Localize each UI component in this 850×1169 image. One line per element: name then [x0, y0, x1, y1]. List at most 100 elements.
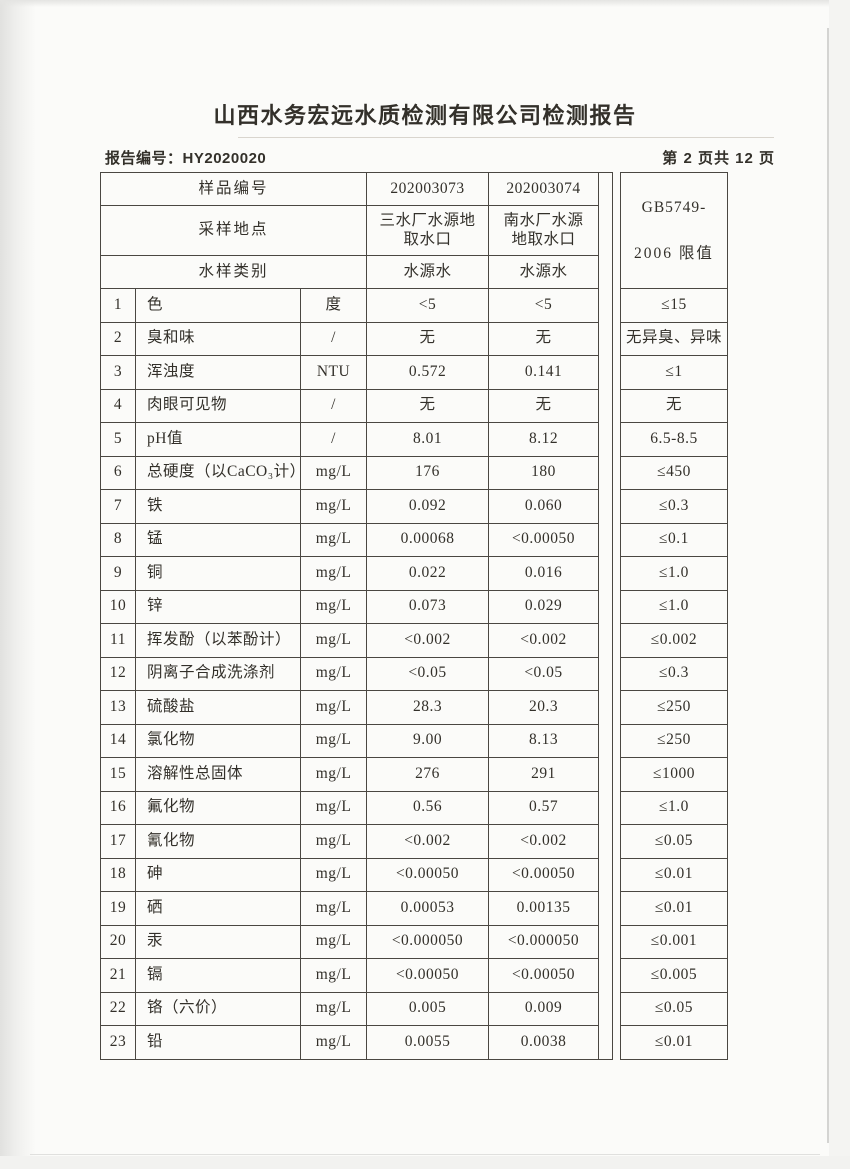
limit-row: ≤1.0 [620, 556, 728, 591]
sample1-value-cell: <0.000050 [366, 924, 489, 959]
limit-row: ≤0.001 [620, 924, 728, 959]
item-name-cell: 铜 [135, 556, 301, 591]
row-number-cell: 5 [100, 422, 136, 457]
table-row: 23 铅 mg/L 0.0055 0.0038 [100, 1025, 613, 1060]
sample2-value-cell: 无 [488, 321, 599, 356]
sample1-value-cell: 9.00 [366, 723, 489, 758]
report-number-label: 报告编号： [105, 150, 183, 167]
limit-row: 6.5-8.5 [620, 422, 728, 457]
item-name-cell: 臭和味 [135, 321, 301, 356]
item-name-cell: 铬（六价） [135, 991, 301, 1026]
limit-table-body: GB5749- 2006 限值 ≤15 无异臭、异味 ≤1 无 6.5-8.5 ≤450 ≤… [620, 172, 728, 1060]
item-name-cell: 溶解性总固体 [135, 757, 301, 792]
limit-row: ≤0.3 [620, 489, 728, 524]
meta-row: 采样地点 三水厂水源地取水口 南水厂水源地取水口 [100, 205, 613, 256]
limit-value-cell: ≤1 [620, 355, 728, 390]
sample1-value-cell: 276 [366, 757, 489, 792]
sample1-value-cell: 0.005 [366, 991, 489, 1026]
table-row: 22 铬（六价） mg/L 0.005 0.009 [100, 991, 613, 1026]
row-number-cell: 8 [100, 522, 136, 557]
sample1-value-cell: 176 [366, 455, 489, 490]
unit-cell: mg/L [300, 623, 367, 658]
limit-value-cell: 无异臭、异味 [620, 321, 728, 356]
table-row: 18 砷 mg/L <0.00050 <0.00050 [100, 857, 613, 892]
sample2-value-cell: 无 [488, 388, 599, 423]
limit-row: ≤1 [620, 355, 728, 390]
unit-cell: mg/L [300, 924, 367, 959]
sample2-value-cell: 8.12 [488, 422, 599, 457]
limit-row: ≤0.002 [620, 623, 728, 658]
table-row: 14 氯化物 mg/L 9.00 8.13 [100, 723, 613, 758]
row-number-cell: 21 [100, 958, 136, 993]
sample2-value-cell: <5 [488, 288, 599, 323]
paper-right-margin [829, 0, 850, 1169]
limit-row: ≤0.3 [620, 656, 728, 691]
unit-cell: NTU [300, 355, 367, 390]
sample2-value-cell: <0.05 [488, 656, 599, 691]
row-number-cell: 22 [100, 991, 136, 1026]
row-number-cell: 19 [100, 891, 136, 926]
unit-cell: / [300, 388, 367, 423]
item-name-cell: 锌 [135, 589, 301, 624]
sample2-value-cell: 0.57 [488, 790, 599, 825]
unit-cell: mg/L [300, 489, 367, 524]
sample1-value-cell: <5 [366, 288, 489, 323]
limit-row: ≤1000 [620, 757, 728, 792]
row-number-cell: 6 [100, 455, 136, 490]
limit-value-cell: ≤0.05 [620, 824, 728, 859]
sample2-value-cell: 0.060 [488, 489, 599, 524]
sample1-value-cell: 0.00053 [366, 891, 489, 926]
meta-value-sample1: 202003073 [366, 172, 489, 206]
item-name-cell: 锰 [135, 522, 301, 557]
limit-value-cell: ≤1.0 [620, 589, 728, 624]
sample1-value-cell: 0.022 [366, 556, 489, 591]
sample2-value-cell: <0.000050 [488, 924, 599, 959]
row-number-cell: 17 [100, 824, 136, 859]
limit-row: ≤0.01 [620, 857, 728, 892]
item-name-cell: 阴离子合成洗涤剂 [135, 656, 301, 691]
table-row: 7 铁 mg/L 0.092 0.060 [100, 489, 613, 524]
limit-row: ≤450 [620, 455, 728, 490]
limit-value-cell: ≤0.1 [620, 522, 728, 557]
sample2-value-cell: 8.13 [488, 723, 599, 758]
unit-cell: mg/L [300, 757, 367, 792]
unit-cell: mg/L [300, 589, 367, 624]
row-number-cell: 2 [100, 321, 136, 356]
sample1-value-cell: 28.3 [366, 690, 489, 725]
paper-right-edge [827, 28, 829, 1143]
limit-row: ≤0.05 [620, 824, 728, 859]
table-row: 17 氰化物 mg/L <0.002 <0.002 [100, 824, 613, 859]
table-row: 3 浑浊度 NTU 0.572 0.141 [100, 355, 613, 390]
limit-value-cell: ≤0.01 [620, 857, 728, 892]
row-number-cell: 1 [100, 288, 136, 323]
row-number-cell: 20 [100, 924, 136, 959]
row-number-cell: 4 [100, 388, 136, 423]
item-name-cell: 镉 [135, 958, 301, 993]
limit-row: ≤0.01 [620, 891, 728, 926]
limit-row: ≤0.05 [620, 991, 728, 1026]
limit-value-cell: ≤0.002 [620, 623, 728, 658]
limit-row: 无 [620, 388, 728, 423]
unit-cell: mg/L [300, 723, 367, 758]
unit-cell: mg/L [300, 824, 367, 859]
unit-cell: mg/L [300, 857, 367, 892]
limit-row: ≤250 [620, 690, 728, 725]
table-row: 12 阴离子合成洗涤剂 mg/L <0.05 <0.05 [100, 656, 613, 691]
sample2-value-cell: <0.00050 [488, 958, 599, 993]
meta-value-sample2: 南水厂水源地取水口 [488, 205, 599, 256]
sample2-value-cell: 291 [488, 757, 599, 792]
sample2-value-cell: <0.002 [488, 824, 599, 859]
meta-value-sample2: 水源水 [488, 255, 599, 289]
limit-value-cell: 6.5-8.5 [620, 422, 728, 457]
unit-cell: mg/L [300, 891, 367, 926]
table-row: 1 色度 <5 <5 [100, 288, 613, 323]
item-name-cell: 汞 [135, 924, 301, 959]
sample2-value-cell: 0.029 [488, 589, 599, 624]
header-divider [238, 137, 774, 138]
limit-value-cell: ≤1000 [620, 757, 728, 792]
unit-cell: mg/L [300, 958, 367, 993]
sample1-value-cell: 无 [366, 321, 489, 356]
item-name-cell: 砷 [135, 857, 301, 892]
table-row: 2 臭和味 / 无无 [100, 321, 613, 356]
sample2-value-cell: <0.00050 [488, 857, 599, 892]
